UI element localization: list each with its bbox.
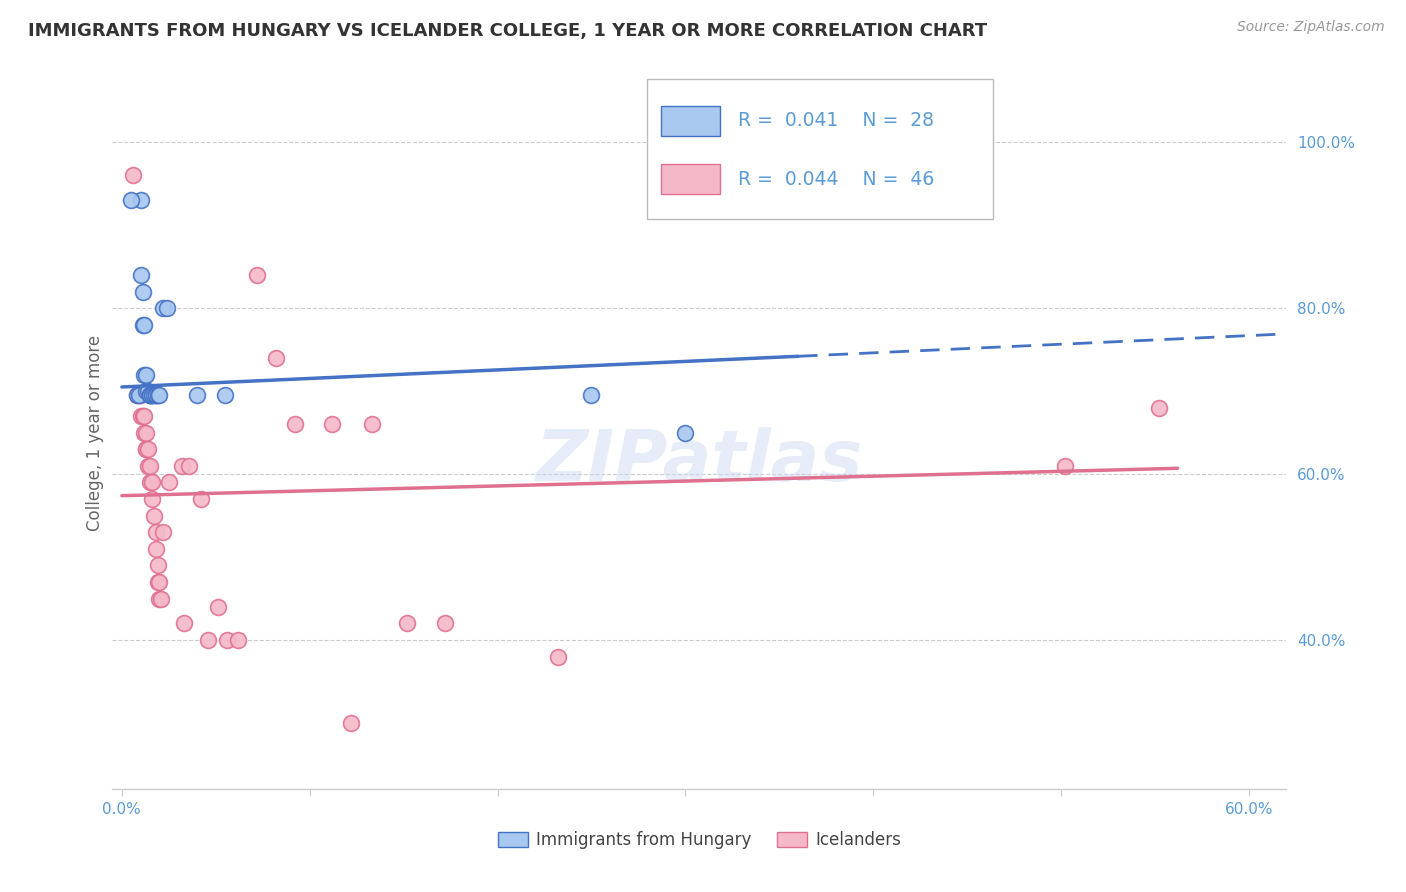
Point: [197, 633, 219, 648]
Point: [139, 388, 162, 402]
Point: [139, 388, 162, 402]
Point: [129, 388, 152, 402]
Point: [139, 475, 162, 490]
Point: [128, 388, 150, 402]
Point: [321, 417, 343, 432]
Point: [145, 525, 167, 540]
Point: [125, 388, 148, 402]
Bar: [661, 106, 720, 136]
Point: [673, 425, 696, 440]
Bar: [647, 79, 993, 219]
Point: [264, 351, 287, 365]
Legend: Immigrants from Hungary, Icelanders: Immigrants from Hungary, Icelanders: [491, 825, 908, 856]
Point: [228, 633, 250, 648]
Point: [141, 388, 163, 402]
Point: [148, 388, 170, 402]
Point: [1053, 458, 1076, 473]
Point: [125, 388, 148, 402]
Point: [1147, 401, 1170, 415]
Point: [156, 301, 179, 315]
Point: [145, 388, 167, 402]
Point: [139, 458, 162, 473]
Point: [135, 368, 157, 382]
Point: [186, 388, 208, 402]
Point: [141, 475, 163, 490]
Point: [129, 268, 152, 282]
Point: [129, 409, 152, 423]
Point: [135, 442, 157, 457]
Bar: [661, 164, 720, 194]
Point: [134, 409, 156, 423]
Point: [215, 633, 238, 648]
Point: [141, 388, 163, 402]
Point: [145, 541, 167, 556]
Point: [179, 458, 201, 473]
Point: [131, 409, 153, 423]
Point: [214, 388, 236, 402]
Point: [152, 301, 174, 315]
Point: [360, 417, 382, 432]
Point: [134, 368, 156, 382]
Text: R =  0.041    N =  28: R = 0.041 N = 28: [738, 112, 934, 130]
Point: [152, 525, 174, 540]
Point: [146, 388, 169, 402]
Y-axis label: College, 1 year or more: College, 1 year or more: [86, 334, 104, 531]
Point: [146, 574, 169, 589]
Point: [139, 388, 162, 402]
Point: [547, 649, 569, 664]
Text: ZIPatlas: ZIPatlas: [536, 426, 863, 496]
Point: [122, 169, 145, 183]
Point: [131, 285, 153, 299]
Point: [142, 508, 165, 523]
Point: [145, 388, 167, 402]
Point: [148, 574, 170, 589]
Point: [134, 425, 156, 440]
Point: [284, 417, 307, 432]
Point: [135, 425, 157, 440]
Point: [581, 388, 603, 402]
Point: [148, 591, 170, 606]
Point: [433, 616, 456, 631]
Point: [157, 475, 180, 490]
Point: [136, 384, 159, 398]
Text: Source: ZipAtlas.com: Source: ZipAtlas.com: [1237, 20, 1385, 34]
Point: [207, 599, 229, 614]
Point: [170, 458, 193, 473]
Point: [340, 716, 363, 731]
Point: [173, 616, 195, 631]
Point: [135, 384, 157, 398]
Point: [120, 194, 142, 208]
Text: R =  0.044    N =  46: R = 0.044 N = 46: [738, 169, 934, 189]
Point: [128, 388, 150, 402]
Point: [131, 318, 153, 332]
Point: [141, 491, 163, 506]
Point: [134, 318, 156, 332]
Point: [142, 388, 165, 402]
Point: [246, 268, 269, 282]
Point: [396, 616, 419, 631]
Point: [146, 558, 169, 573]
Point: [129, 194, 152, 208]
Point: [150, 591, 173, 606]
Text: IMMIGRANTS FROM HUNGARY VS ICELANDER COLLEGE, 1 YEAR OR MORE CORRELATION CHART: IMMIGRANTS FROM HUNGARY VS ICELANDER COL…: [28, 22, 987, 40]
Point: [136, 458, 159, 473]
Point: [135, 442, 157, 457]
Point: [136, 442, 159, 457]
Point: [190, 491, 212, 506]
